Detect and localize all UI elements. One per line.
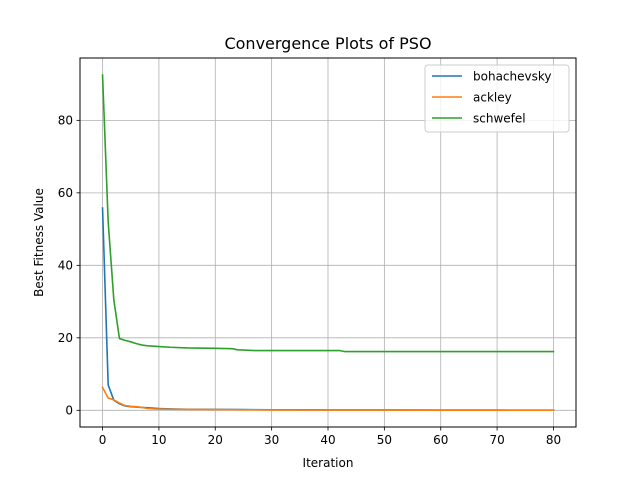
x-tick-label: 70 (489, 433, 504, 447)
y-tick-label: 0 (65, 404, 73, 418)
series-line-schwefel (101, 74, 555, 353)
y-tick-label: 20 (58, 331, 73, 345)
x-tick-label: 50 (377, 433, 392, 447)
ticks: 0 10 20 30 40 50 60 70 80 0 20 40 60 80 (58, 114, 561, 447)
y-axis-label: Best Fitness Value (32, 188, 46, 297)
x-tick-label: 30 (264, 433, 279, 447)
x-tick-label: 20 (208, 433, 223, 447)
y-tick-label: 60 (58, 186, 73, 200)
x-tick-label: 40 (320, 433, 335, 447)
x-axis-label: Iteration (303, 456, 354, 470)
legend-label-schwefel: schwefel (473, 111, 526, 125)
x-tick-label: 10 (151, 433, 166, 447)
legend-label-bohachevsky: bohachevsky (473, 69, 551, 83)
legend-label-ackley: ackley (473, 90, 512, 104)
legend: bohachevsky ackley schwefel (424, 64, 570, 133)
series-group (101, 74, 555, 412)
chart-title: Convergence Plots of PSO (224, 34, 431, 53)
x-tick-label: 80 (546, 433, 561, 447)
x-tick-label: 0 (99, 433, 107, 447)
x-tick-label: 60 (433, 433, 448, 447)
y-tick-label: 80 (58, 114, 73, 128)
legend-box (424, 64, 570, 133)
series-line-ackley (101, 386, 555, 412)
y-tick-label: 40 (58, 259, 73, 273)
